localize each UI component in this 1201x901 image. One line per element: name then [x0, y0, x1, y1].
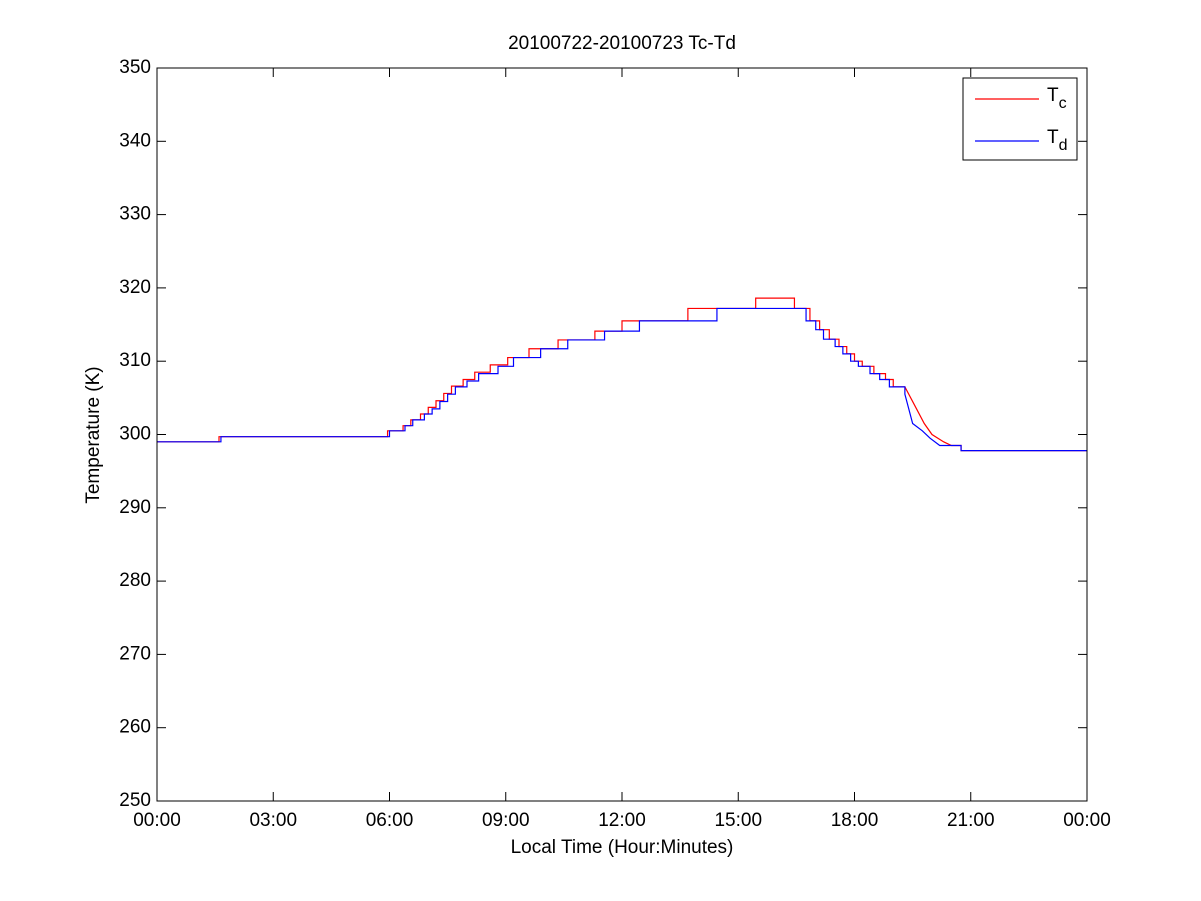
x-tick-label: 00:00: [1063, 810, 1111, 831]
y-axis-label: Temperature (K): [83, 366, 104, 503]
x-tick-label: 09:00: [482, 810, 530, 831]
y-tick-label: 260: [119, 717, 151, 738]
x-tick-label: 03:00: [249, 810, 297, 831]
x-tick-label: 12:00: [598, 810, 646, 831]
y-tick-label: 280: [119, 570, 151, 591]
legend-label: Td: [1047, 127, 1068, 154]
y-tick-label: 330: [119, 204, 151, 225]
x-tick-label: 21:00: [947, 810, 995, 831]
x-tick-label: 18:00: [831, 810, 879, 831]
y-tick-label: 320: [119, 277, 151, 298]
y-tick-label: 310: [119, 350, 151, 371]
legend-box: [962, 77, 1078, 161]
x-tick-label: 15:00: [714, 810, 762, 831]
y-tick-label: 350: [119, 57, 151, 78]
y-tick-label: 300: [119, 424, 151, 445]
y-tick-label: 250: [119, 790, 151, 811]
y-tick-label: 340: [119, 130, 151, 151]
legend-label: Tc: [1047, 85, 1067, 112]
plot-area: [157, 68, 1087, 801]
x-tick-label: 00:00: [133, 810, 181, 831]
chart-title: 20100722-20100723 Tc-Td: [508, 33, 736, 54]
axes-box: [156, 67, 1088, 802]
series-line: [157, 307, 1087, 452]
x-tick-label: 06:00: [366, 810, 414, 831]
x-axis-label: Local Time (Hour:Minutes): [511, 837, 734, 858]
y-tick-label: 290: [119, 497, 151, 518]
y-tick-label: 270: [119, 643, 151, 664]
